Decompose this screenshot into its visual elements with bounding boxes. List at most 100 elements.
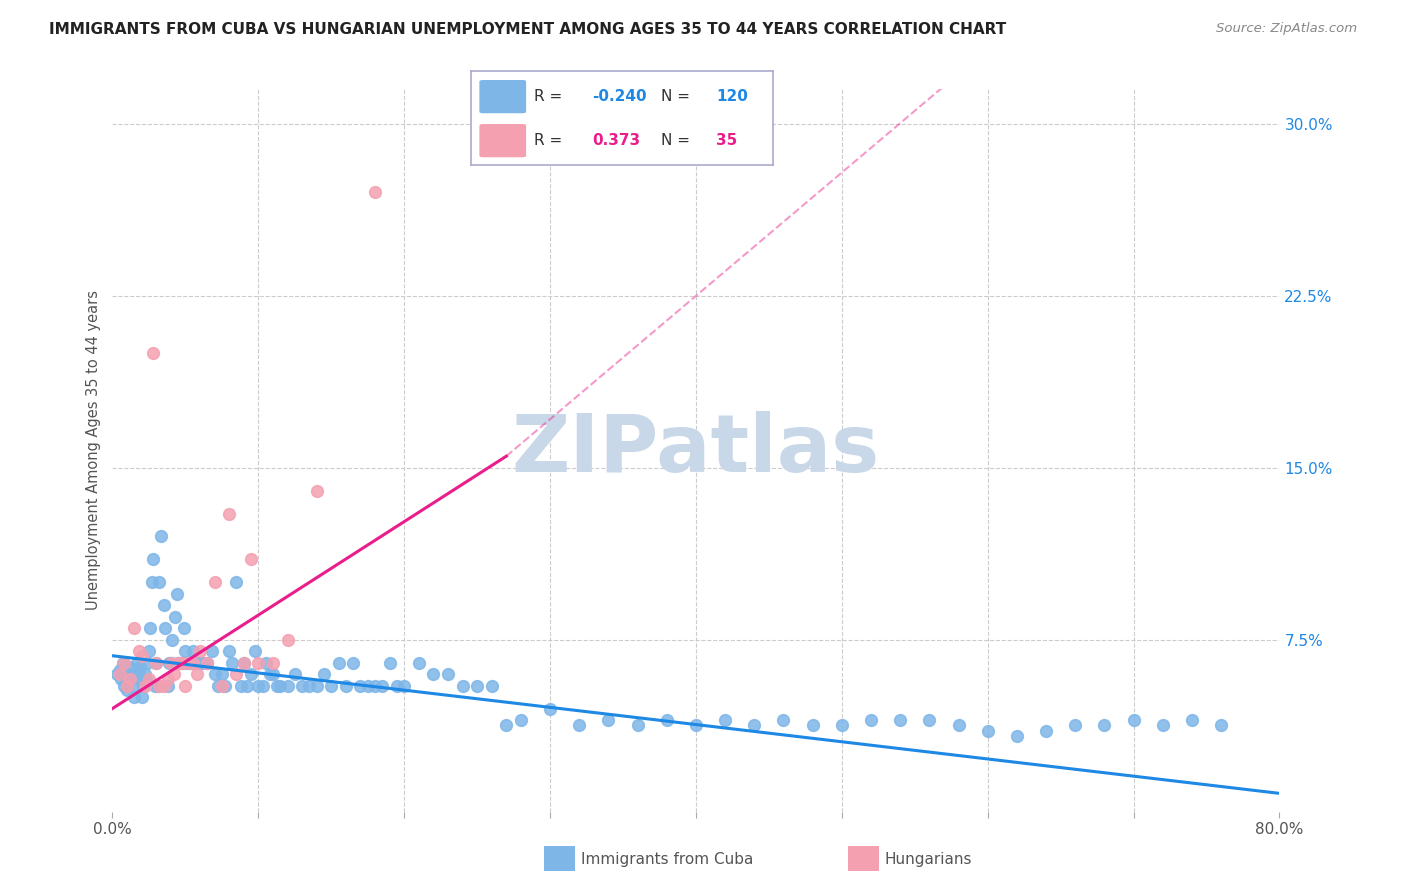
Point — [451, 679, 474, 693]
Point — [860, 713, 883, 727]
Point — [167, 656, 190, 670]
Point — [139, 621, 162, 635]
Point — [174, 644, 197, 658]
Point — [269, 679, 291, 693]
Point — [1209, 717, 1232, 731]
Point — [254, 656, 277, 670]
Point — [111, 656, 134, 670]
Point — [976, 724, 998, 739]
Point — [145, 656, 167, 670]
Point — [481, 679, 503, 693]
Point — [181, 644, 204, 658]
Point — [305, 679, 328, 693]
Point — [156, 679, 179, 693]
Point — [135, 672, 157, 686]
Point — [655, 713, 678, 727]
Point — [232, 656, 254, 670]
Point — [118, 667, 141, 681]
Point — [342, 656, 364, 670]
Point — [134, 667, 156, 681]
Point — [240, 667, 263, 681]
Point — [152, 679, 174, 693]
Point — [122, 679, 145, 693]
Text: 35: 35 — [716, 133, 737, 148]
Point — [172, 656, 194, 670]
Point — [1035, 724, 1057, 739]
Point — [276, 679, 298, 693]
Point — [240, 552, 263, 566]
Text: ZIPatlas: ZIPatlas — [512, 411, 880, 490]
Point — [1064, 717, 1087, 731]
Point — [108, 667, 131, 681]
Point — [214, 679, 236, 693]
Point — [115, 683, 138, 698]
Point — [465, 679, 488, 693]
Point — [148, 679, 170, 693]
Point — [160, 656, 183, 670]
Point — [108, 663, 131, 677]
Point — [142, 346, 165, 360]
Point — [422, 667, 444, 681]
Point — [918, 713, 941, 727]
Point — [195, 656, 218, 670]
Point — [169, 656, 191, 670]
Point — [321, 679, 343, 693]
Point — [266, 679, 288, 693]
Point — [225, 575, 247, 590]
Point — [245, 644, 267, 658]
Text: N =: N = — [661, 89, 690, 104]
Point — [186, 656, 208, 670]
Point — [889, 713, 911, 727]
Point — [128, 644, 150, 658]
Point — [124, 621, 146, 635]
Point — [128, 672, 150, 686]
Point — [165, 609, 187, 624]
Point — [1181, 713, 1204, 727]
Point — [173, 621, 195, 635]
Point — [232, 656, 254, 670]
Point — [1122, 713, 1144, 727]
Text: Source: ZipAtlas.com: Source: ZipAtlas.com — [1216, 22, 1357, 36]
Point — [714, 713, 737, 727]
Point — [162, 632, 184, 647]
Text: R =: R = — [534, 89, 562, 104]
Point — [181, 656, 204, 670]
Point — [166, 587, 188, 601]
Point — [120, 672, 142, 686]
Point — [262, 667, 284, 681]
Point — [118, 672, 141, 686]
Point — [138, 672, 160, 686]
Point — [143, 679, 166, 693]
Point — [335, 679, 357, 693]
Point — [136, 656, 159, 670]
Point — [172, 656, 194, 670]
Point — [437, 667, 460, 681]
Point — [188, 644, 211, 658]
Point — [125, 667, 148, 681]
Point — [394, 679, 416, 693]
Text: 0.373: 0.373 — [592, 133, 640, 148]
Point — [134, 679, 156, 693]
Text: -0.240: -0.240 — [592, 89, 647, 104]
Point — [141, 575, 163, 590]
Point — [291, 679, 314, 693]
Point — [180, 656, 202, 670]
Point — [131, 648, 153, 663]
Point — [627, 717, 650, 731]
Point — [105, 667, 128, 681]
Y-axis label: Unemployment Among Ages 35 to 44 years: Unemployment Among Ages 35 to 44 years — [86, 291, 101, 610]
Point — [276, 632, 298, 647]
Point — [328, 656, 350, 670]
Point — [211, 679, 233, 693]
Point — [598, 713, 620, 727]
Point — [218, 507, 240, 521]
Point — [112, 679, 135, 693]
Point — [408, 656, 430, 670]
Point — [772, 713, 794, 727]
Point — [204, 575, 226, 590]
Point — [284, 667, 307, 681]
Point — [117, 660, 139, 674]
Point — [138, 644, 160, 658]
Point — [831, 717, 853, 731]
Point — [148, 575, 170, 590]
